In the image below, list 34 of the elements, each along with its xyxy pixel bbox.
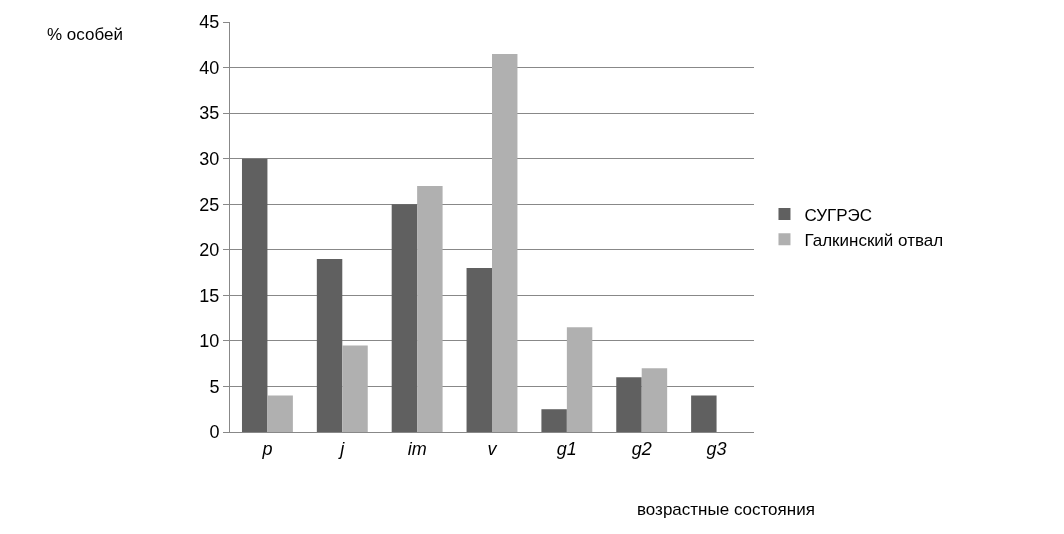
bar [641, 368, 668, 432]
y-tick-label: 0 [209, 422, 220, 443]
bar [566, 327, 593, 432]
bar [342, 345, 368, 432]
legend-label: СУГРЭС [804, 205, 873, 225]
legend-label: Галкинский отвал [804, 230, 944, 250]
y-tick-label: 5 [209, 376, 220, 397]
bar [417, 186, 443, 432]
bar [616, 377, 642, 432]
x-tick-label: j [337, 438, 346, 459]
y-tick-label: 35 [199, 103, 220, 124]
x-axis-title: возрастные состояния [637, 500, 815, 519]
y-axis-title: % особей [47, 25, 123, 44]
bar [466, 268, 492, 432]
y-tick-label: 30 [199, 148, 220, 169]
bar [267, 395, 293, 432]
x-tick-label: v [487, 438, 498, 459]
x-tick-label: p [261, 438, 273, 459]
bar [241, 158, 268, 432]
y-tick-label: 45 [199, 12, 220, 33]
x-tick-label: im [407, 438, 427, 459]
y-tick-label: 20 [199, 240, 220, 261]
x-tick-label: g1 [556, 438, 577, 459]
y-tick-label: 15 [199, 285, 220, 306]
y-tick-label: 25 [199, 194, 220, 215]
bar [541, 409, 567, 432]
y-tick-label: 40 [199, 57, 220, 78]
bar [691, 395, 717, 432]
bar [316, 258, 343, 432]
x-tick-label: g2 [631, 438, 652, 459]
y-tick-label: 10 [199, 331, 220, 352]
bar [492, 53, 518, 432]
bar [391, 204, 418, 432]
x-tick-label: g3 [706, 438, 727, 459]
